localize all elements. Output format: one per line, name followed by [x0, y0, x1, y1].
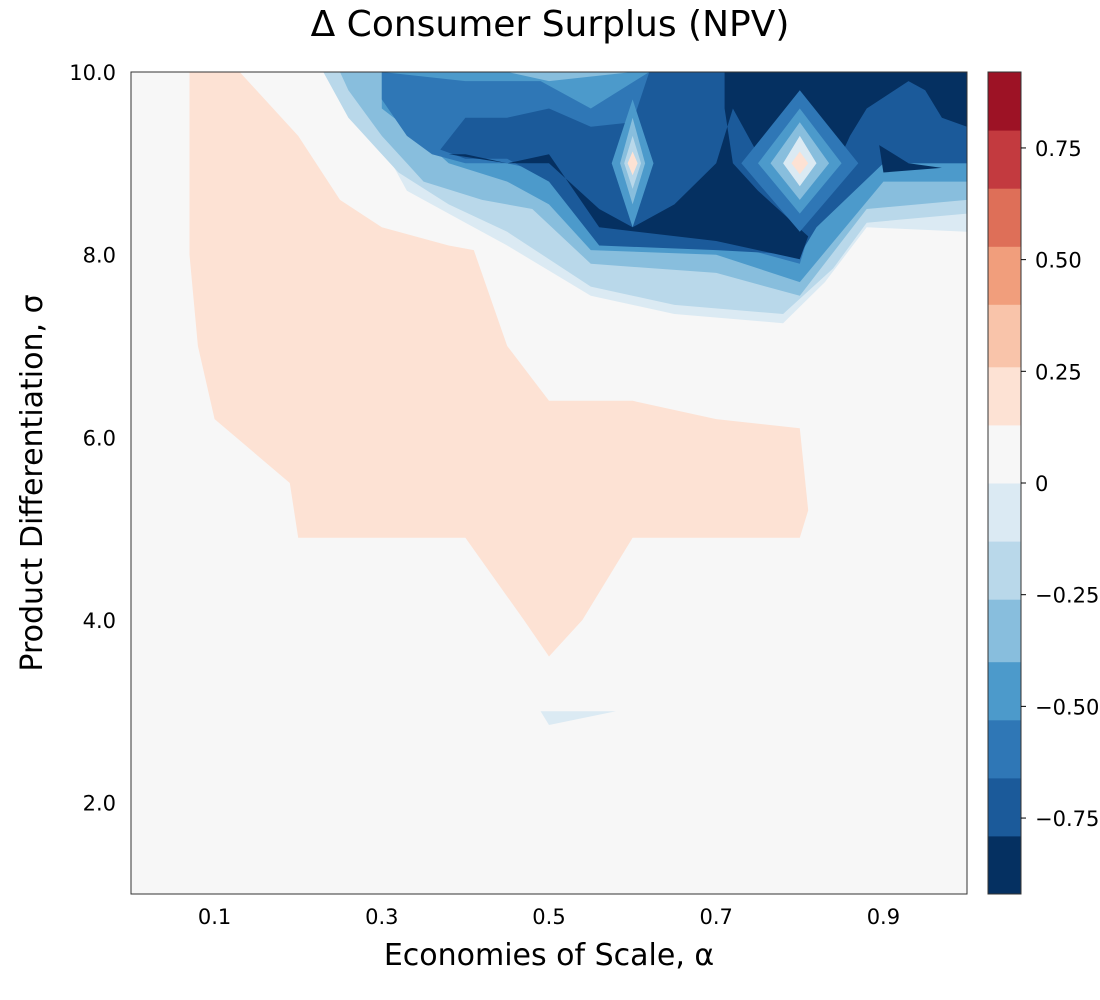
colorbar-tick-label: −0.50: [1035, 695, 1099, 719]
contour-regions: [147, 72, 967, 725]
contour-region-2: [540, 711, 616, 725]
plot-frame: [130, 71, 968, 895]
colorbar-swatch: [988, 246, 1021, 305]
y-tick-label: 6.0: [83, 426, 116, 450]
plot-area: [130, 71, 968, 895]
y-tick-label: 10.0: [69, 61, 116, 85]
contour-region-11: [448, 72, 967, 260]
colorbar-swatch: [988, 777, 1021, 837]
y-tick-label: 8.0: [83, 244, 116, 268]
colorbar-swatch: [988, 188, 1021, 247]
chart-title: Δ Consumer Surplus (NPV): [311, 4, 790, 45]
colorbar-tick-label: −0.75: [1035, 807, 1099, 831]
colorbar-tick-label: 0.75: [1035, 137, 1082, 161]
contour-region-3: [189, 72, 809, 657]
x-axis-label: Economies of Scale, α: [384, 938, 714, 973]
x-axis-ticks: 0.1 0.3 0.5 0.7 0.9: [198, 905, 900, 929]
contour-region-20: [791, 151, 809, 175]
contour-region-15: [627, 151, 638, 176]
colorbar-tick-label: 0.50: [1035, 249, 1082, 273]
y-axis-ticks: 2.0 4.0 6.0 8.0 10.0: [69, 61, 116, 816]
x-tick-label: 0.1: [198, 905, 231, 929]
colorbar-tick-label: 0: [1035, 472, 1048, 496]
colorbar-swatch: [988, 541, 1021, 600]
colorbar-swatch: [988, 661, 1021, 721]
colorbar-tick-label: 0.25: [1035, 360, 1082, 384]
x-tick-label: 0.7: [699, 905, 732, 929]
colorbar-swatch: [988, 719, 1021, 779]
y-tick-label: 2.0: [83, 792, 116, 816]
colorbar-swatch: [988, 366, 1021, 426]
colorbar-swatch: [988, 483, 1021, 542]
x-tick-label: 0.9: [867, 905, 900, 929]
colorbar-swatch: [988, 835, 1021, 895]
colorbar-ticks: −0.75 −0.50 −0.25 0 0.25 0.50 0.75: [1021, 137, 1099, 831]
x-tick-label: 0.5: [532, 905, 565, 929]
contour-region-21: [879, 145, 942, 173]
colorbar-swatch: [988, 304, 1021, 368]
colorbar: [987, 71, 1022, 895]
y-axis-label: Product Differentiation, σ: [15, 294, 50, 671]
x-tick-label: 0.3: [365, 905, 398, 929]
colorbar-swatch: [988, 72, 1021, 131]
colorbar-swatch: [988, 130, 1021, 189]
colorbar-tick-label: −0.25: [1035, 584, 1099, 608]
colorbar-swatch: [988, 599, 1021, 663]
y-tick-label: 4.0: [83, 609, 116, 633]
contour-region-1: [866, 245, 934, 310]
colorbar-swatch: [988, 424, 1021, 484]
